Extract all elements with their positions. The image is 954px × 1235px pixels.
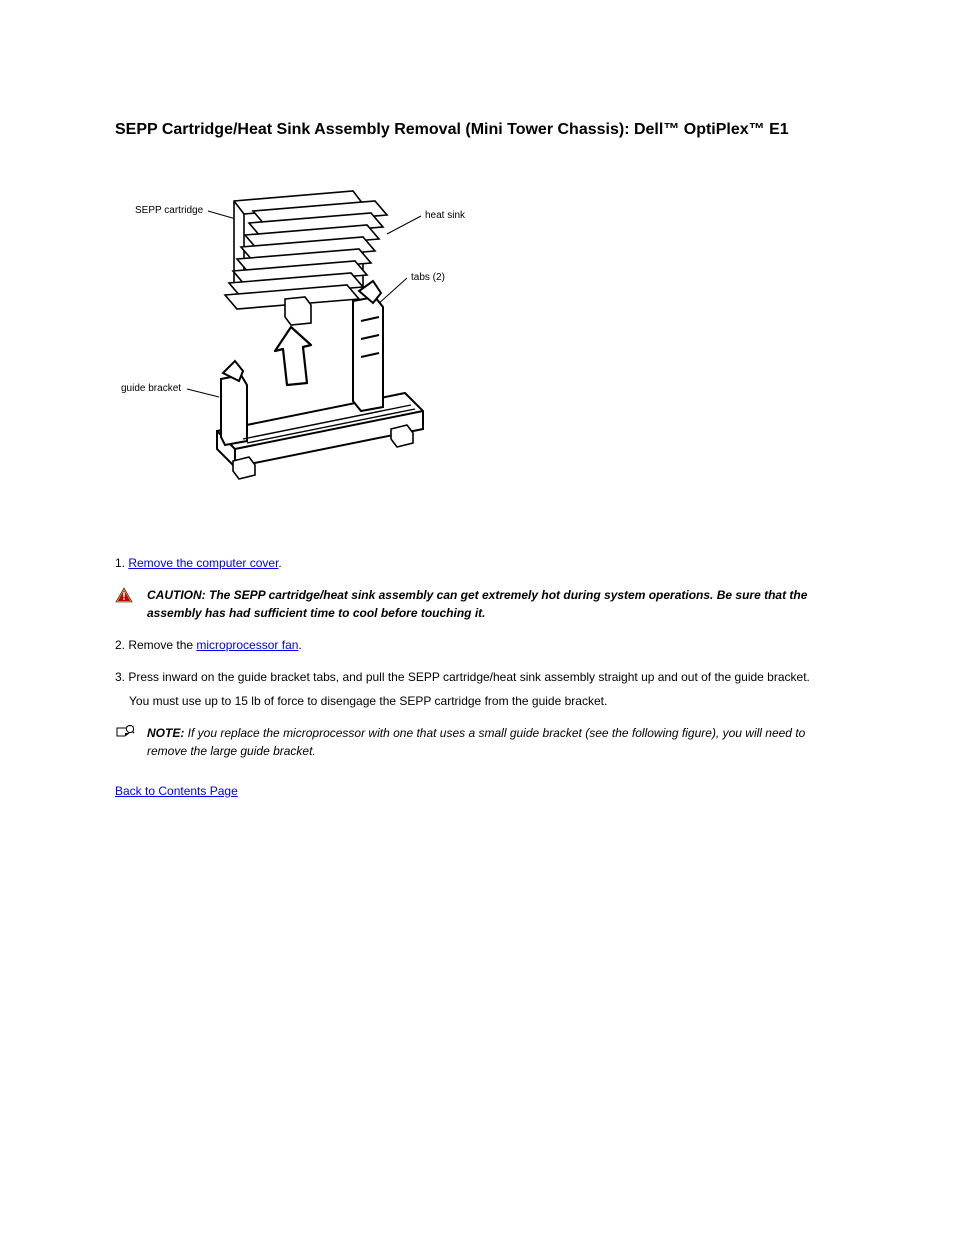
back-link-row: Back to Contents Page [115,784,839,798]
leader-tabs [377,278,407,305]
step-1-prefix: 1. [115,556,128,570]
page-content: SEPP Cartridge/Heat Sink Assembly Remova… [0,0,954,798]
note-block: NOTE: If you replace the microprocessor … [115,724,839,760]
assembly-diagram: SEPP cartridge heat sink tabs (2) guide … [115,171,839,514]
step-3-indent: You must use up to 15 lb of force to dis… [129,692,839,710]
back-to-contents-link[interactable]: Back to Contents Page [115,784,238,798]
step-2: 2. Remove the microprocessor fan. [115,636,839,654]
caution-block: CAUTION: The SEPP cartridge/heat sink as… [115,586,839,622]
note-label: NOTE: [147,726,188,740]
step-3-line1: 3. Press inward on the guide bracket tab… [115,668,839,686]
step-3: 3. Press inward on the guide bracket tab… [115,668,839,710]
diagram-svg: SEPP cartridge heat sink tabs (2) guide … [115,171,485,511]
caution-text: CAUTION: The SEPP cartridge/heat sink as… [147,586,839,622]
label-guide-bracket: guide bracket [121,383,181,394]
removal-arrow [275,327,311,385]
step-1-suffix: . [278,556,281,570]
step-2-prefix: 2. Remove the [115,638,196,652]
step-1: 1. Remove the computer cover. [115,554,839,572]
note-text: NOTE: If you replace the microprocessor … [147,724,839,760]
label-heat-sink: heat sink [425,210,466,221]
heatsink-post [285,297,311,325]
label-tabs: tabs (2) [411,272,445,283]
page-title: SEPP Cartridge/Heat Sink Assembly Remova… [115,120,839,141]
caution-body: The SEPP cartridge/heat sink assembly ca… [147,588,807,620]
caution-icon [115,586,137,608]
note-body: If you replace the microprocessor with o… [147,726,805,758]
microprocessor-fan-link[interactable]: microprocessor fan [196,638,298,652]
remove-cover-link[interactable]: Remove the computer cover [128,556,278,570]
leader-heatsink [387,216,421,234]
note-icon [115,724,137,744]
caution-label: CAUTION: [147,588,209,602]
leader-guide [187,389,219,397]
label-sepp-cartridge: SEPP cartridge [135,205,204,216]
step-2-suffix: . [298,638,301,652]
